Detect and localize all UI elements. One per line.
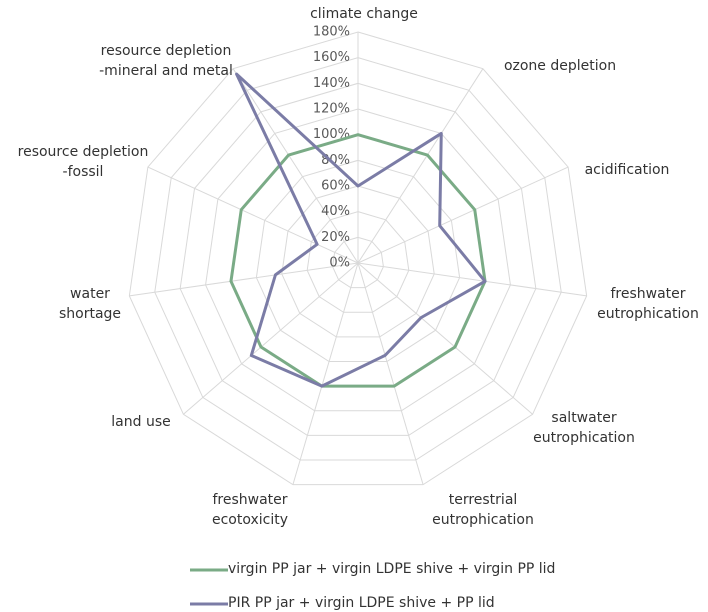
r-tick-label: 120% (313, 102, 350, 117)
grid-ring (332, 236, 384, 289)
spoke (357, 262, 533, 415)
category-label: land use (111, 414, 171, 430)
legend-label: virgin PP jar + virgin LDPE shive + virg… (228, 561, 556, 577)
r-tick-label: 180% (313, 25, 350, 40)
spoke (357, 166, 569, 264)
grid-ring (128, 31, 588, 486)
r-tick-label: 0% (329, 256, 350, 271)
r-tick-label: 60% (321, 179, 350, 194)
category-label: ozone depletion (503, 58, 617, 74)
spoke (357, 262, 587, 297)
series-line (229, 133, 487, 388)
spoke (357, 262, 424, 485)
grid-ring (281, 185, 435, 338)
r-tick-label: 80% (321, 153, 350, 168)
r-tick-label: 160% (313, 50, 350, 65)
category-label: freshwater eutrophication (597, 286, 699, 322)
category-label: resource depletion -mineral and metal (99, 43, 233, 79)
spoke (147, 166, 359, 264)
category-label: water shortage (58, 286, 122, 322)
grid-ring (179, 82, 537, 436)
category-label: resource depletion -fossil (17, 144, 149, 180)
category-label: terrestrial eutrophication (432, 492, 534, 528)
spoke (357, 68, 484, 264)
legend-label: PIR PP jar + virgin LDPE shive + PP lid (228, 595, 495, 611)
spoke (129, 262, 359, 297)
r-tick-label: 140% (313, 76, 350, 91)
spoke (292, 262, 359, 485)
r-tick-label: 20% (321, 230, 350, 245)
grid-ring (154, 57, 562, 461)
category-label: acidification (584, 162, 670, 178)
category-label: saltwater eutrophication (533, 410, 635, 446)
grid-ring (205, 108, 511, 412)
r-tick-label: 40% (321, 204, 350, 219)
category-label: climate change (310, 6, 418, 22)
spoke (183, 262, 359, 415)
grid-ring (255, 159, 461, 363)
category-label: freshwater ecotoxicity (211, 492, 289, 528)
series-line (235, 72, 487, 388)
spoke (232, 68, 359, 264)
